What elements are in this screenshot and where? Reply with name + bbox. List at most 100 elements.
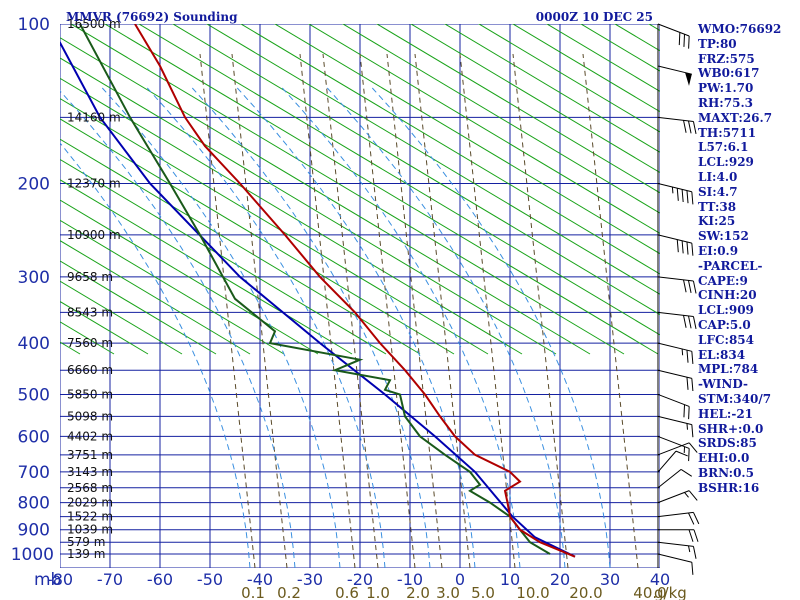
temperature-tick-label: -20 bbox=[347, 570, 373, 589]
wind-barb bbox=[657, 369, 694, 392]
chart-title: MMVR (76692) Sounding bbox=[66, 10, 238, 24]
moist-adiabat-line bbox=[371, 87, 611, 568]
dry-adiabat-line bbox=[512, 24, 660, 113]
stat-item: L57:6.1 bbox=[698, 140, 749, 155]
wind-barb bbox=[657, 415, 694, 438]
dry-adiabat-line bbox=[138, 24, 660, 336]
wind-barb bbox=[657, 468, 693, 489]
temperature-tick-label: -40 bbox=[247, 570, 273, 589]
stat-item: TP:80 bbox=[698, 36, 737, 51]
stat-item: SI:4.7 bbox=[698, 184, 738, 199]
dry-adiabat-line bbox=[308, 24, 660, 235]
stat-item: EI:0.9 bbox=[698, 243, 739, 258]
pressure-tick-label: 100 bbox=[18, 15, 50, 35]
height-label: 2029 m bbox=[67, 496, 113, 510]
mixing-ratio-label: 20.0 bbox=[569, 584, 602, 600]
moist-adiabat-line bbox=[60, 142, 251, 568]
stat-item: PW:1.70 bbox=[698, 81, 754, 96]
temperature-tick-label: -50 bbox=[197, 570, 223, 589]
height-label: 1522 m bbox=[67, 510, 113, 524]
pressure-tick-label: 900 bbox=[18, 521, 50, 541]
temperature-tick-label: 30 bbox=[600, 570, 620, 589]
wind-barb bbox=[657, 553, 694, 575]
dry-adiabat-line bbox=[60, 97, 489, 355]
wind-barb bbox=[657, 393, 690, 420]
stat-item: STM:340/7 bbox=[698, 391, 772, 406]
dry-adiabat-line bbox=[274, 24, 660, 255]
dry-adiabat-line bbox=[614, 24, 660, 52]
stat-item: EHI:0.0 bbox=[698, 451, 750, 466]
pressure-tick-label: 400 bbox=[18, 334, 50, 354]
moist-adiabat-line bbox=[326, 87, 566, 568]
dry-adiabat-line bbox=[376, 24, 660, 194]
stat-item: CAP:5.0 bbox=[698, 317, 751, 332]
temperature-tick-label: 0 bbox=[455, 570, 465, 589]
mixing-ratio-label: 0.1 bbox=[241, 584, 265, 600]
temperature-tick-label: 20 bbox=[550, 570, 570, 589]
dry-adiabat-line bbox=[60, 77, 523, 355]
stat-item: MPL:784 bbox=[698, 362, 759, 377]
dry-adiabat-line bbox=[60, 260, 217, 355]
height-label: 16500 m bbox=[67, 17, 121, 31]
pressure-tick-label: 200 bbox=[18, 175, 50, 195]
height-label: 5098 m bbox=[67, 409, 113, 423]
wind-barb bbox=[657, 435, 690, 462]
wind-barb bbox=[657, 311, 697, 330]
height-label: 1039 m bbox=[67, 523, 113, 537]
height-label: 12370 m bbox=[67, 177, 121, 191]
stat-item: KI:25 bbox=[698, 214, 736, 229]
wind-barb bbox=[658, 529, 699, 542]
mixing-ratio-label: 10.0 bbox=[516, 584, 549, 600]
wind-barb bbox=[657, 511, 700, 525]
temperature-tick-label: -60 bbox=[147, 570, 173, 589]
moist-adiabat-line bbox=[236, 87, 476, 568]
height-label: 579 m bbox=[67, 535, 105, 549]
parcel-trace bbox=[60, 40, 576, 558]
height-label: 9658 m bbox=[67, 270, 113, 284]
adiabat-lines bbox=[60, 24, 660, 568]
wind-barb bbox=[657, 541, 697, 559]
dry-adiabat-line bbox=[60, 57, 557, 355]
dewpoint-trace bbox=[79, 24, 551, 555]
mixing-ratio-labels: 0.1 0.2 0.6 1.0 2.0 3.0 5.0 10.0 20.0 40.0g/kg bbox=[241, 584, 687, 600]
height-label: 139 m bbox=[67, 547, 105, 561]
temperature-tick-label: -70 bbox=[97, 570, 123, 589]
wind-barb bbox=[657, 490, 698, 504]
height-label: 14160 m bbox=[67, 110, 121, 124]
stat-item: -WIND- bbox=[698, 377, 748, 392]
grid-lines bbox=[60, 24, 660, 568]
height-label: 3143 m bbox=[67, 465, 113, 479]
height-label: 2568 m bbox=[67, 481, 113, 495]
dry-adiabat-line bbox=[60, 240, 251, 355]
wind-barb bbox=[657, 234, 694, 256]
pressure-unit-label: mb bbox=[34, 570, 61, 590]
sounding-profiles bbox=[60, 24, 576, 558]
stat-item: FRZ:575 bbox=[698, 51, 755, 66]
dry-adiabat-line bbox=[60, 37, 591, 355]
dry-adiabat-line bbox=[104, 24, 659, 355]
mixing-ratio-label: 0.2 bbox=[277, 584, 301, 600]
wind-barb bbox=[657, 450, 688, 473]
height-label: 5850 m bbox=[67, 387, 113, 401]
stat-item: LFC:854 bbox=[698, 332, 754, 347]
mixing-ratio-label: 3.0 bbox=[436, 584, 460, 600]
dry-adiabat-line bbox=[60, 158, 387, 355]
stat-item: CAPE:9 bbox=[698, 273, 748, 288]
height-label: 4402 m bbox=[67, 429, 113, 443]
dry-adiabat-line bbox=[60, 219, 285, 355]
pressure-tick-label: 300 bbox=[18, 268, 50, 288]
dry-adiabat-line bbox=[546, 24, 660, 93]
temperature-tick-label: 10 bbox=[500, 570, 520, 589]
dry-adiabat-line bbox=[60, 280, 183, 355]
moist-adiabat-line bbox=[60, 90, 296, 568]
mixing-ratio-unit: g/kg bbox=[654, 584, 687, 600]
mixing-ratio-label: 40.0 bbox=[633, 584, 666, 600]
dry-adiabat-line bbox=[60, 199, 319, 355]
wind-barb bbox=[657, 442, 698, 456]
dry-adiabat-line bbox=[60, 118, 455, 355]
dry-adiabat-line bbox=[60, 179, 353, 355]
pressure-tick-label: 500 bbox=[18, 385, 50, 405]
dry-adiabat-line bbox=[444, 24, 660, 153]
